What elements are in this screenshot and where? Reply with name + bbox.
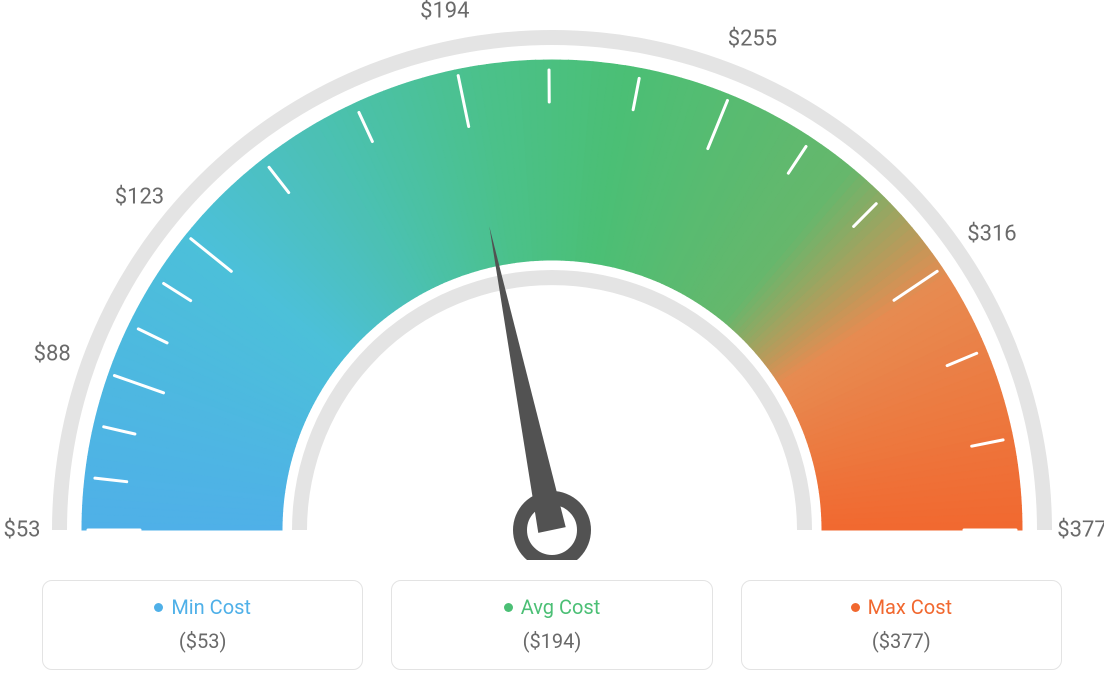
legend-dot-min [154,603,163,612]
tick-label: $123 [115,185,164,210]
legend-title-max: Max Cost [851,595,953,619]
legend-card-min: Min Cost ($53) [42,580,363,670]
tick-label: $316 [967,222,1016,247]
tick-label: $53 [3,518,40,543]
legend-card-max: Max Cost ($377) [741,580,1062,670]
gauge-band [82,60,1022,530]
tick-label: $255 [728,27,777,52]
gauge-svg [0,0,1104,560]
legend-title-avg: Avg Cost [504,595,601,619]
tick-label: $88 [34,341,71,366]
legend-value-min: ($53) [53,629,352,653]
legend-card-avg: Avg Cost ($194) [391,580,712,670]
tick-label: $377 [1057,518,1104,543]
legend-dot-avg [504,603,513,612]
legend-dot-max [851,603,860,612]
legend-row: Min Cost ($53) Avg Cost ($194) Max Cost … [0,580,1104,670]
legend-value-max: ($377) [752,629,1051,653]
legend-label-max: Max Cost [868,595,953,619]
legend-value-avg: ($194) [402,629,701,653]
legend-label-avg: Avg Cost [521,595,601,619]
tick-label: $194 [420,0,469,23]
legend-label-min: Min Cost [171,595,251,619]
gauge-container: $53 $88 $123 $194 $255 $316 $377 [0,0,1104,560]
legend-title-min: Min Cost [154,595,251,619]
